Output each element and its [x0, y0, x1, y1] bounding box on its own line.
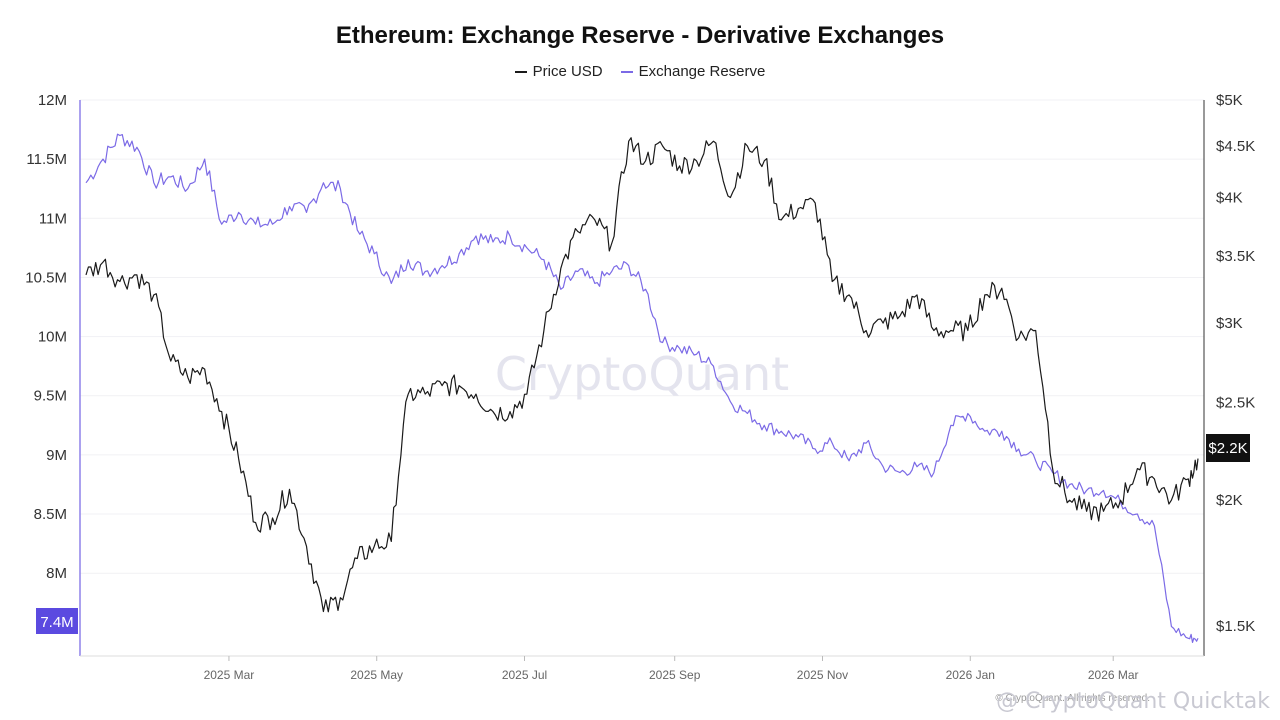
right-axis-labels: $5K $4.5K $4K $3.5K $3K $2.5K $2K $1.5K: [1216, 92, 1255, 635]
legend-item-price[interactable]: Price USD: [514, 63, 603, 80]
left-tick-label: 10.5M: [25, 269, 67, 286]
exchange-reserve-line: [85, 133, 1199, 643]
chart-title: Ethereum: Exchange Reserve - Derivative …: [335, 22, 945, 49]
legend-label-price: Price USD: [532, 63, 603, 80]
x-tick-label: 2025 Sep: [649, 668, 701, 682]
left-tick-label: 11M: [39, 210, 67, 227]
legend-item-reserve[interactable]: Exchange Reserve: [620, 63, 766, 80]
right-tick-label: $2K: [1216, 492, 1243, 509]
right-tick-label: $4.5K: [1216, 138, 1255, 155]
right-tick-label: $1.5K: [1216, 618, 1255, 635]
footer-brand: @ CryptoQuant Quicktak: [996, 689, 1270, 714]
legend-swatch-reserve: [620, 70, 633, 73]
legend-swatch-price: [514, 70, 527, 73]
reserve-current-label: 7.4M: [40, 614, 73, 631]
x-tick-label: 2026 Mar: [1088, 668, 1139, 682]
grid-lines: [80, 99, 1204, 574]
left-tick-label: 9.5M: [34, 388, 67, 405]
left-axis-labels: 12M 11.5M 11M 10.5M 10M 9.5M 9M 8.5M 8M: [25, 92, 67, 582]
right-tick-label: $3.5K: [1216, 248, 1255, 265]
x-tick-label: 2025 May: [350, 668, 403, 682]
legend-label-reserve: Exchange Reserve: [638, 63, 766, 80]
left-tick-label: 9M: [46, 447, 67, 464]
x-tick-label: 2026 Jan: [946, 668, 995, 682]
copyright-text: © CryptoQuant. All rights reserved.: [995, 693, 1150, 704]
left-tick-label: 11.5M: [26, 151, 67, 168]
right-tick-label: $2.5K: [1216, 395, 1255, 412]
watermark: CryptoQuant: [495, 347, 789, 401]
price-usd-line: [85, 137, 1199, 613]
x-tick-label: 2025 Mar: [204, 668, 255, 682]
right-tick-label: $4K: [1216, 189, 1243, 206]
left-tick-label: 12M: [38, 92, 67, 109]
price-current-label: $2.2K: [1208, 440, 1247, 457]
series-layer: [85, 133, 1199, 643]
x-axis-labels: 2025 Mar 2025 May 2025 Jul 2025 Sep 2025 Nov…: [204, 656, 1139, 682]
x-tick-label: 2025 Nov: [797, 668, 848, 682]
left-tick-label: 8.5M: [34, 506, 67, 523]
reserve-current-badge: 7.4M: [36, 608, 78, 634]
price-current-badge: $2.2K: [1206, 434, 1250, 462]
right-tick-label: $5K: [1216, 92, 1243, 109]
left-tick-label: 10M: [38, 329, 67, 346]
left-tick-label: 8M: [46, 565, 67, 582]
x-tick-label: 2025 Jul: [502, 668, 547, 682]
chart-legend: Price USD Exchange Reserve: [0, 63, 1280, 80]
right-tick-label: $3K: [1216, 315, 1243, 332]
